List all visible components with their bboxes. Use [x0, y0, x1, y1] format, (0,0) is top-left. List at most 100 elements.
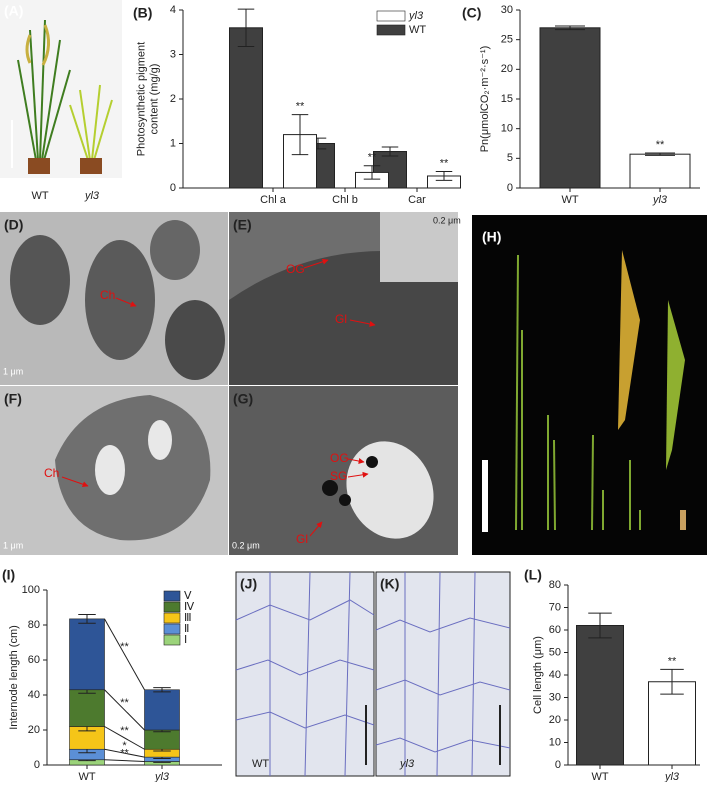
x-tick-label: WT [78, 771, 95, 782]
scale-label: 0.2 μm [232, 540, 260, 550]
scale-label: 0.2 μm [433, 215, 461, 225]
significance: ** [440, 157, 449, 169]
internodes [515, 254, 641, 531]
panel-label: (H) [482, 229, 501, 245]
connector [104, 748, 145, 758]
y-tick-label: 0 [555, 759, 561, 771]
scale-label: 1 μm [3, 540, 23, 550]
caption: yl3 [399, 758, 415, 770]
legend-swatch [163, 634, 181, 646]
legend-label: yl3 [408, 10, 424, 22]
panel-a: (A) WT yl3 [0, 0, 122, 202]
y-tick-label: 70 [549, 601, 561, 613]
connector [104, 726, 145, 750]
y-tick-label: 0 [170, 182, 176, 194]
panel-label: (B) [133, 5, 152, 21]
bar [648, 681, 696, 766]
legend-label: Ⅱ [184, 623, 189, 635]
y-tick-label: 100 [22, 584, 40, 596]
label: Ch [44, 466, 59, 480]
y-tick-label: 20 [549, 714, 561, 726]
panel-h: (H) [472, 215, 707, 555]
panel-label: (K) [380, 576, 399, 592]
x-tick-label: WT [591, 771, 608, 782]
y-axis-label: Photosynthetic pigment [135, 42, 147, 156]
y-tick-label: 15 [501, 93, 513, 105]
x-tick-label: Chl b [332, 194, 358, 206]
x-tick-label: yl3 [154, 771, 170, 782]
y-tick-label: 3 [170, 48, 176, 60]
bar-segment [69, 618, 105, 691]
label: Gl [335, 312, 347, 326]
y-axis-label: Cell length (μm) [532, 636, 544, 714]
significance: ** [296, 100, 305, 112]
bar-segment [144, 729, 180, 750]
y-tick-label: 30 [549, 691, 561, 703]
significance: ** [656, 139, 665, 151]
panel-f: (F) Ch 1 μm [0, 386, 228, 555]
bar [576, 625, 624, 766]
bar [629, 153, 691, 189]
label: Ch [100, 288, 115, 302]
y-tick-label: 80 [28, 619, 40, 631]
label: SG [330, 469, 347, 483]
y-tick-label: 25 [501, 34, 513, 46]
panel-e: (E) OG Gl 0.2 μm [229, 212, 461, 385]
legend-label: Ⅲ [184, 612, 192, 624]
label: OG [330, 451, 349, 465]
y-tick-label: 50 [549, 646, 561, 658]
legend-swatch [376, 10, 406, 22]
y-tick-label: 20 [28, 724, 40, 736]
y-axis-label: Internode length (cm) [8, 625, 20, 730]
micrograph [235, 571, 375, 777]
y-tick-label: 60 [28, 654, 40, 666]
legend-swatch [163, 612, 181, 624]
y-tick-label: 1 [170, 137, 176, 149]
y-tick-label: 4 [170, 4, 176, 16]
panel-label: (F) [4, 391, 22, 407]
legend-label: Ⅰ [184, 634, 187, 646]
panel-label: (G) [233, 391, 253, 407]
y-axis-label: content (mg/g) [148, 64, 160, 135]
x-tick-label: Car [408, 194, 426, 206]
legend-swatch [163, 623, 181, 635]
legend-swatch [376, 24, 406, 36]
legend-label: Ⅴ [184, 590, 192, 602]
y-tick-label: 0 [507, 182, 513, 194]
legend-label: Ⅳ [184, 601, 195, 613]
label: Gl [296, 532, 308, 546]
connector [104, 759, 145, 762]
connector [104, 618, 145, 690]
panel-j: (J) WT [235, 571, 375, 777]
bar [229, 27, 263, 189]
panel-label: (E) [233, 217, 252, 233]
significance: ** [668, 655, 677, 667]
caption: WT [31, 190, 48, 202]
x-tick-label: yl3 [652, 194, 668, 206]
panel-label: (D) [4, 217, 23, 233]
x-tick-label: yl3 [664, 771, 680, 782]
connector [104, 689, 145, 731]
y-tick-label: 10 [501, 123, 513, 135]
significance: * [122, 740, 127, 752]
bar-segment [69, 689, 105, 727]
y-tick-label: 80 [549, 579, 561, 591]
micrograph [375, 571, 511, 777]
panel-g: (G) OG SG Gl 0.2 μm [229, 386, 458, 555]
y-tick-label: 5 [507, 152, 513, 164]
significance: ** [120, 641, 129, 653]
caption: yl3 [84, 190, 100, 202]
legend-label: WT [409, 24, 426, 36]
bar [539, 27, 601, 189]
plant-wt [17, 19, 71, 161]
panel-label: (I) [2, 567, 15, 583]
x-tick-label: Chl a [260, 194, 287, 206]
significance: ** [120, 697, 129, 709]
y-tick-label: 40 [28, 689, 40, 701]
y-tick-label: 60 [549, 624, 561, 636]
y-axis-label: Pn(μmolCO₂·m⁻²·s⁻¹) [479, 46, 491, 153]
panel-label: (A) [4, 3, 23, 19]
bar-segment [144, 689, 180, 731]
significance: ** [120, 725, 129, 737]
